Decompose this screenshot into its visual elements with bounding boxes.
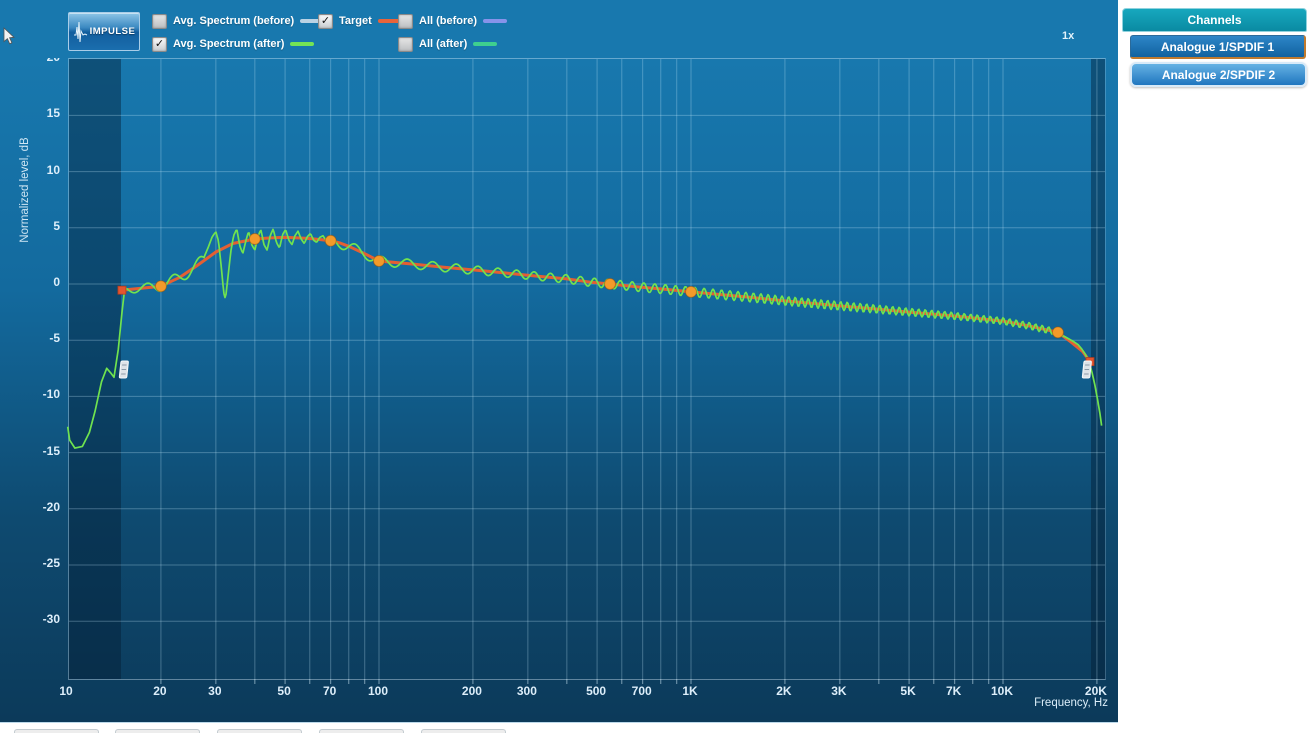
x-tick-20: 20 (153, 684, 167, 698)
impulse-button[interactable]: IMPULSE (68, 12, 140, 51)
x-tick-30: 30 (208, 684, 222, 698)
legend-swatch-all-before (483, 19, 508, 23)
channel-button-2[interactable]: Analogue 2/SPDIF 2 (1130, 62, 1307, 87)
legend-item-avg-spectrum-after[interactable]: ✓ Avg. Spectrum (after) (152, 36, 315, 52)
zoom-level-label: 1x (1062, 30, 1075, 42)
x-tick-7K: 7K (945, 684, 962, 698)
target-control-point[interactable] (1051, 326, 1064, 339)
x-tick-1K: 1K (682, 684, 698, 698)
plot-workspace: IMPULSE ✓ Avg. Spectrum (before) ✓ Target ✓ A… (0, 0, 1118, 722)
mouse-cursor (3, 27, 15, 45)
impulse-button-label: IMPULSE (89, 26, 136, 37)
x-tick-10K: 10K (990, 684, 1014, 698)
legend-item-all-before[interactable]: ✓ All (before) (398, 13, 508, 29)
y-tick--25: -25 (42, 556, 60, 570)
checkbox-all-after[interactable]: ✓ (398, 36, 413, 52)
target-endpoint[interactable] (117, 285, 127, 295)
target-control-point[interactable] (154, 280, 167, 293)
y-tick-15: 15 (46, 106, 60, 121)
x-tick-2K: 2K (776, 684, 792, 698)
legend-label: Avg. Spectrum (after) (173, 38, 285, 50)
checkbox-target[interactable]: ✓ (318, 13, 333, 29)
x-tick-200: 200 (461, 684, 482, 698)
avg-spectrum-after-curve (66, 228, 1103, 449)
legend-swatch-avg-spectrum-before (300, 19, 325, 23)
legend-label: Avg. Spectrum (before) (173, 15, 295, 27)
x-tick-50: 50 (277, 684, 291, 698)
target-control-point[interactable] (685, 285, 697, 298)
y-tick-5: 5 (53, 218, 60, 233)
target-control-point[interactable] (373, 254, 385, 267)
bottom-button-3[interactable] (217, 729, 302, 733)
legend-item-avg-spectrum-before[interactable]: ✓ Avg. Spectrum (before) (152, 13, 325, 29)
legend-label: All (after) (419, 38, 468, 50)
y-tick--15: -15 (42, 443, 60, 458)
y-tick--20: -20 (42, 499, 60, 514)
legend-item-all-after[interactable]: ✓ All (after) (398, 36, 498, 52)
y-tick-10: 10 (46, 162, 60, 177)
legend-label: All (before) (419, 15, 478, 27)
x-tick-3K: 3K (831, 684, 847, 698)
excluded-band-low (69, 59, 121, 679)
x-tick-10: 10 (59, 684, 73, 698)
checkbox-all-before[interactable]: ✓ (398, 13, 413, 29)
channels-panel-title: Channels (1122, 8, 1307, 32)
bottom-button-5[interactable] (421, 729, 506, 733)
target-control-point[interactable] (603, 278, 616, 290)
window-handle-right[interactable] (1081, 360, 1092, 379)
x-tick-700: 700 (631, 684, 652, 698)
chart-canvas[interactable] (66, 59, 1105, 685)
x-tick-70: 70 (322, 684, 337, 698)
legend-swatch-target (377, 19, 402, 23)
target-curve[interactable] (120, 235, 1092, 364)
x-axis-title: Frequency, Hz (1034, 697, 1108, 709)
y-tick--10: -10 (42, 387, 60, 402)
y-tick--30: -30 (42, 612, 60, 627)
legend-item-target[interactable]: ✓ Target (318, 13, 402, 29)
legend-swatch-avg-spectrum-after (290, 42, 315, 46)
checkbox-avg-spectrum-after[interactable]: ✓ (152, 36, 167, 52)
plot-header: IMPULSE ✓ Avg. Spectrum (before) ✓ Target ✓ A… (0, 0, 1118, 58)
x-tick-300: 300 (516, 684, 537, 698)
x-tick-5K: 5K (900, 684, 916, 698)
checkbox-avg-spectrum-before[interactable]: ✓ (152, 13, 167, 29)
channel-button-1[interactable]: Analogue 1/SPDIF 1 (1130, 35, 1306, 59)
frequency-response-plot[interactable] (66, 58, 1106, 684)
legend-swatch-all-after (473, 42, 498, 46)
window-handle-left[interactable] (118, 360, 129, 379)
channels-panel: Channels Analogue 1/SPDIF 1 Analogue 2/SP… (1122, 8, 1307, 87)
bottom-button-1[interactable] (14, 729, 99, 733)
y-tick-0: 0 (53, 275, 60, 289)
x-tick-500: 500 (586, 684, 607, 698)
x-tick-100: 100 (367, 684, 389, 698)
excluded-band-high (1091, 59, 1105, 679)
x-tick-20K: 20K (1084, 684, 1107, 698)
y-tick--5: -5 (49, 331, 60, 346)
target-control-point[interactable] (248, 233, 261, 246)
bottom-button-2[interactable] (115, 729, 200, 733)
y-axis-title: Normalized level, dB (19, 137, 31, 243)
impulse-waveform-icon (73, 21, 87, 42)
target-control-point[interactable] (324, 234, 337, 247)
legend-label: Target (339, 15, 372, 27)
bottom-button-4[interactable] (319, 729, 404, 733)
